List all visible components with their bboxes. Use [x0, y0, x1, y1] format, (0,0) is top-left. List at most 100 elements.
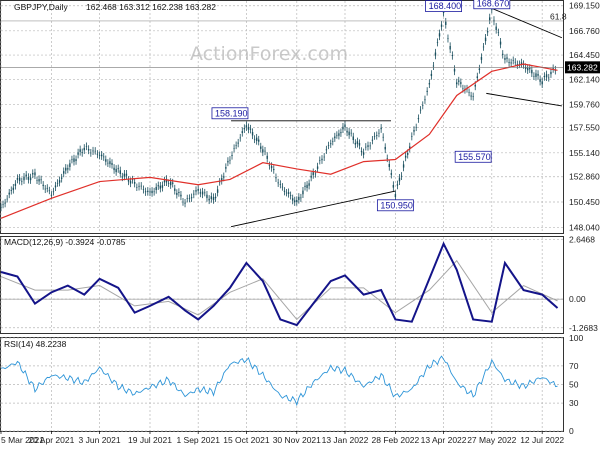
- price-candle-body: [6, 198, 8, 200]
- price-candle-body: [434, 52, 437, 56]
- price-candle-body: [449, 46, 451, 50]
- price-candle-body: [409, 146, 411, 149]
- price-candle-body: [34, 172, 36, 176]
- rsi-panel-title: RSI(14) 48.2238: [4, 339, 67, 349]
- price-candle-body: [123, 173, 126, 177]
- price-marks: 61.8 158.190 150.950 168.400 155.570 168.670: [0, 0, 567, 228]
- price-candle-body: [204, 192, 206, 194]
- price-candle-body: [227, 160, 229, 163]
- price-candle-body: [281, 186, 284, 188]
- price-candle-body: [92, 150, 94, 152]
- trendline: [491, 7, 563, 39]
- current-price-box: [565, 61, 600, 74]
- price-candle-body: [251, 132, 254, 136]
- rsi-grid: [0, 337, 563, 432]
- price-candle-body: [151, 190, 153, 194]
- price-candle-body: [319, 160, 321, 161]
- price-candle-body: [21, 181, 23, 182]
- price-candle-body: [190, 197, 193, 199]
- price-candle-body: [398, 177, 401, 182]
- price-candle-body: [312, 172, 314, 176]
- price-candle-body: [216, 189, 219, 193]
- price-annotation-label: 150.950: [380, 200, 413, 210]
- price-candle-body: [221, 178, 223, 181]
- price-candle-body: [308, 183, 310, 186]
- price-candle-body: [270, 166, 273, 169]
- price-candle-body: [36, 180, 38, 181]
- price-candle-body: [0, 207, 2, 208]
- price-candle-body: [476, 76, 479, 79]
- price-candle-body: [186, 198, 188, 200]
- price-candle-body: [260, 146, 262, 149]
- trendline: [486, 92, 562, 107]
- trendline: [230, 190, 396, 228]
- price-candle-body: [140, 185, 142, 187]
- price-candle-body: [411, 136, 413, 137]
- macd-panel-frame: [0, 236, 564, 334]
- price-candle-body: [354, 142, 357, 145]
- price-candle-body: [371, 139, 374, 141]
- macd-marks: [0, 241, 563, 327]
- price-candle-body: [382, 136, 384, 138]
- price-candle-body: [474, 84, 476, 87]
- price-candle-body: [67, 168, 69, 170]
- price-annotation-box: [425, 0, 462, 12]
- price-candle-body: [210, 196, 213, 200]
- price-candle-body: [524, 67, 527, 70]
- price-candle-body: [386, 158, 388, 159]
- price-annotation-label: 168.400: [429, 1, 462, 11]
- price-candle-body: [83, 147, 85, 151]
- price-candle-body: [508, 62, 510, 63]
- price-candle-body: [373, 135, 376, 137]
- price-candle-body: [115, 168, 117, 173]
- price-candle-body: [480, 57, 483, 60]
- price-candle-body: [497, 32, 500, 33]
- price-candle-body: [548, 77, 550, 79]
- price-candle-body: [321, 158, 323, 161]
- price-candle-body: [125, 173, 128, 176]
- price-candle-body: [245, 125, 248, 128]
- price-candle-body: [52, 191, 55, 193]
- price-candle-body: [167, 183, 170, 184]
- price-annotation-box: [473, 0, 511, 10]
- price-candle-body: [428, 83, 431, 85]
- price-candle-body: [40, 179, 42, 181]
- price-annotation-label: 155.570: [458, 152, 491, 162]
- price-candle-body: [417, 118, 420, 120]
- price-candle-body: [212, 197, 215, 201]
- price-candle-body: [432, 65, 435, 67]
- price-candle-body: [539, 79, 541, 82]
- price-candle-body: [424, 99, 426, 101]
- y-tick-label: 0: [569, 426, 574, 436]
- price-candle-body: [426, 90, 428, 92]
- price-candle-body: [54, 185, 57, 188]
- price-candle-body: [111, 162, 113, 165]
- price-candle-body: [42, 184, 44, 187]
- price-candle-body: [545, 74, 548, 78]
- price-candle-body: [302, 190, 304, 195]
- price-candle-body: [325, 149, 328, 151]
- price-candle-body: [502, 53, 504, 55]
- price-candle-body: [510, 62, 512, 64]
- price-candle-body: [10, 190, 12, 191]
- price-candle-body: [468, 92, 470, 93]
- price-candle-body: [342, 126, 344, 130]
- price-candle-body: [131, 179, 134, 181]
- price-candle-body: [533, 75, 535, 77]
- price-candle-body: [58, 180, 61, 183]
- price-candle-body: [48, 190, 51, 192]
- y-tick-label: 164.450: [569, 50, 600, 60]
- price-candle-body: [169, 181, 172, 186]
- price-candle-body: [296, 200, 298, 202]
- price-candle-body: [506, 57, 508, 59]
- price-candle-body: [268, 165, 271, 166]
- price-candle-body: [380, 127, 382, 130]
- price-candle-body: [400, 175, 403, 177]
- price-candle-body: [388, 164, 390, 167]
- price-candle-body: [121, 176, 124, 178]
- fib-level-label: 61.8: [550, 11, 567, 21]
- price-candle-body: [218, 181, 221, 183]
- price-ohlc-readout: 162.468 163.312 162.238 163.282: [86, 2, 216, 12]
- price-candle-body: [253, 138, 256, 140]
